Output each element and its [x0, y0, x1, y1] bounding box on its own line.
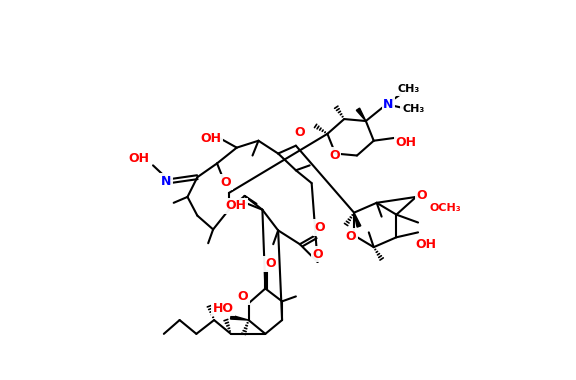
Text: O: O — [294, 126, 305, 139]
Text: O: O — [312, 247, 323, 261]
Text: CH₃: CH₃ — [397, 84, 419, 95]
Text: OH: OH — [200, 132, 222, 145]
Text: O: O — [329, 149, 340, 162]
Text: O: O — [416, 189, 427, 203]
Text: OH: OH — [415, 238, 437, 251]
Text: N: N — [161, 175, 171, 188]
Text: O: O — [314, 221, 325, 234]
Text: O: O — [221, 176, 231, 188]
Polygon shape — [230, 315, 249, 320]
Text: HO: HO — [213, 302, 233, 315]
Text: OH: OH — [225, 199, 247, 212]
Polygon shape — [357, 108, 366, 121]
Text: O: O — [265, 257, 275, 271]
Text: OH: OH — [128, 152, 150, 165]
Text: OH: OH — [396, 136, 417, 149]
Text: O: O — [346, 230, 357, 243]
Polygon shape — [354, 213, 361, 227]
Text: OCH₃: OCH₃ — [430, 203, 461, 213]
Text: N: N — [383, 98, 394, 111]
Text: O: O — [237, 290, 248, 303]
Text: CH₃: CH₃ — [402, 104, 425, 114]
